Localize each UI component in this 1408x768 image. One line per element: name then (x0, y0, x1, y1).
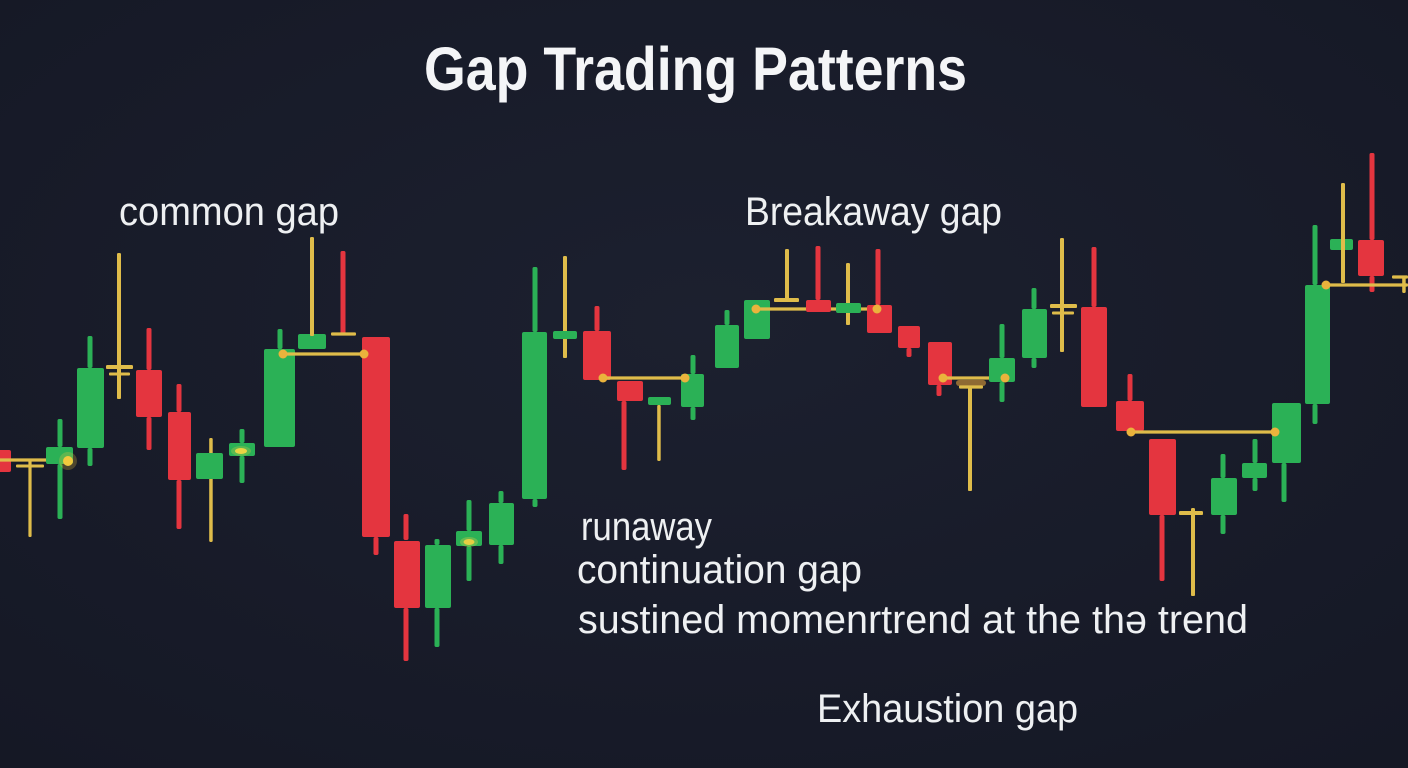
svg-text:common gap: common gap (119, 190, 339, 234)
svg-text:Exhaustion gap: Exhaustion gap (817, 687, 1078, 731)
svg-text:Breakaway gap: Breakaway gap (745, 190, 1002, 234)
svg-text:continuation gap: continuation gap (577, 548, 862, 592)
svg-text:sustined momenrtrend at the th: sustined momenrtrend at the thə trend (578, 598, 1248, 642)
svg-text:runaway: runaway (581, 505, 712, 549)
svg-text:Gap Trading Patterns: Gap Trading Patterns (424, 35, 967, 103)
